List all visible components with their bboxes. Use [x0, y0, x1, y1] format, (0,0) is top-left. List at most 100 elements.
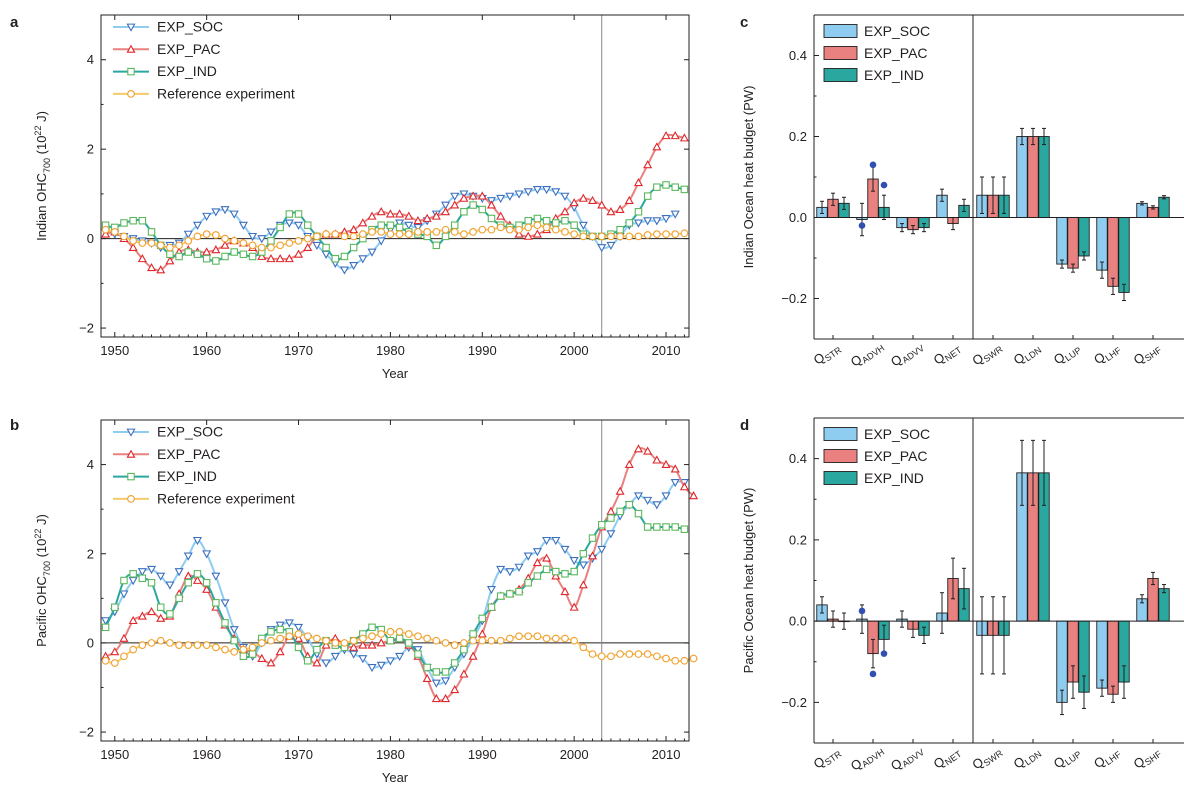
data-point [671, 656, 680, 665]
data-point [211, 572, 221, 581]
data-point [680, 525, 689, 533]
data-point [211, 643, 220, 652]
data-point [422, 673, 432, 683]
data-point [221, 234, 229, 243]
data-point [431, 211, 441, 220]
data-point [542, 185, 552, 195]
data-point [469, 201, 477, 209]
data-point [486, 200, 497, 209]
data-point [129, 236, 138, 245]
legend-label: EXP_PAC [864, 45, 928, 61]
data-point [533, 221, 542, 230]
data-point [570, 567, 578, 576]
data-point [193, 232, 202, 241]
x-tick-label: 1970 [284, 747, 313, 762]
data-point [212, 257, 220, 265]
data-point [624, 459, 634, 469]
x-tick-label: 1980 [376, 343, 405, 358]
data-point [138, 216, 147, 225]
error-bar [1020, 439, 1024, 506]
data-point [652, 142, 662, 151]
error-bar [940, 188, 944, 202]
data-point [138, 239, 147, 247]
data-point [229, 626, 239, 635]
data-point [606, 207, 616, 216]
data-point [468, 191, 478, 200]
x-tick-label-subscript: SWR [982, 344, 1005, 365]
data-point [679, 133, 689, 142]
data-point [477, 191, 487, 200]
error-bar [871, 638, 875, 669]
data-point [349, 232, 358, 241]
data-point [358, 655, 368, 664]
data-point [211, 231, 220, 239]
data-point [643, 523, 652, 531]
data-point [524, 223, 533, 232]
data-point [597, 652, 606, 661]
data-point [147, 228, 156, 236]
y-axis-label-subscript: 700 [42, 561, 52, 576]
data-point [653, 183, 661, 191]
data-point [661, 492, 671, 501]
data-point [367, 211, 377, 220]
data-point [248, 241, 257, 250]
data-point [120, 219, 128, 227]
data-point [385, 209, 395, 218]
data-point [312, 241, 322, 251]
x-axis-label: Year [382, 770, 409, 785]
x-tick-label-subscript: LUP [1063, 345, 1083, 363]
data-point [404, 230, 413, 238]
data-point [514, 229, 524, 238]
data-point [239, 250, 248, 259]
data-point [202, 584, 212, 593]
data-point [368, 623, 376, 632]
data-point [349, 243, 358, 252]
y-tick-label: −2 [79, 321, 94, 336]
x-tick-label: 1960 [192, 747, 221, 762]
data-point [643, 160, 653, 169]
data-point [487, 603, 496, 611]
legend-marker [127, 90, 135, 98]
data-point [432, 241, 441, 250]
y-tick-label: 0.0 [789, 210, 807, 225]
data-point [532, 229, 542, 238]
error-bar [1031, 439, 1035, 506]
data-point [156, 265, 166, 274]
x-tick-label-subscript: NET [943, 345, 964, 364]
x-tick-label: 1990 [468, 747, 497, 762]
data-point [275, 647, 285, 656]
data-point [129, 645, 138, 654]
data-point [212, 599, 220, 607]
error-bar [951, 557, 955, 600]
data-point [266, 254, 276, 263]
data-point [441, 225, 450, 234]
data-point [404, 221, 414, 230]
data-point [450, 221, 459, 229]
data-point [561, 634, 569, 643]
data-point [147, 578, 156, 587]
y-tick-label: 0 [87, 635, 94, 650]
bar [1118, 217, 1130, 293]
data-point [202, 254, 211, 263]
data-point [267, 243, 275, 252]
data-point [183, 552, 193, 561]
data-point [532, 548, 542, 557]
error-bar [1060, 259, 1064, 269]
legend-marker [126, 428, 136, 437]
data-point [367, 664, 377, 673]
y-tick-label: 0 [87, 231, 94, 246]
data-point [322, 636, 330, 645]
line-chart-panel-b: 1950 1960 1970 1980 1990 2000 2010 −2 0 2 4 Year Pac… [33, 419, 699, 785]
error-bar [1100, 261, 1104, 279]
error-bar [842, 196, 846, 210]
legend-label: EXP_PAC [157, 41, 221, 57]
data-point [294, 236, 303, 245]
legend-label: Reference experiment [157, 85, 295, 101]
data-point [478, 205, 487, 214]
data-point [322, 230, 330, 238]
error-bar [831, 192, 835, 206]
data-point [349, 262, 359, 271]
data-point [423, 663, 431, 672]
data-point [625, 650, 634, 658]
x-tick-label: QADVH [848, 741, 887, 775]
